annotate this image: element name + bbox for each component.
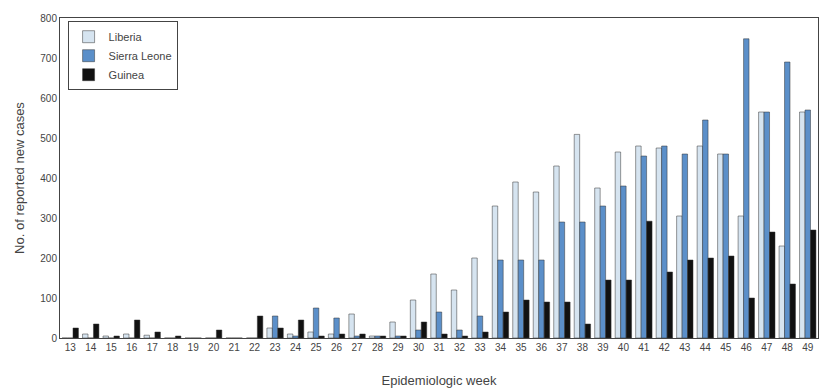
svg-text:26: 26: [331, 342, 343, 353]
svg-text:800: 800: [40, 13, 57, 24]
svg-text:35: 35: [515, 342, 527, 353]
svg-text:20: 20: [208, 342, 220, 353]
svg-text:22: 22: [249, 342, 261, 353]
svg-text:34: 34: [495, 342, 507, 353]
svg-text:17: 17: [147, 342, 159, 353]
svg-text:28: 28: [372, 342, 384, 353]
svg-text:14: 14: [85, 342, 97, 353]
svg-text:42: 42: [659, 342, 671, 353]
svg-text:18: 18: [167, 342, 179, 353]
svg-text:Sierra Leone: Sierra Leone: [109, 50, 172, 62]
svg-text:44: 44: [700, 342, 712, 353]
svg-text:36: 36: [536, 342, 548, 353]
svg-text:33: 33: [474, 342, 486, 353]
svg-text:No. of reported new cases: No. of reported new cases: [12, 102, 27, 254]
svg-text:46: 46: [741, 342, 753, 353]
svg-text:500: 500: [40, 133, 57, 144]
svg-text:29: 29: [392, 342, 404, 353]
svg-text:47: 47: [761, 342, 773, 353]
svg-text:700: 700: [40, 53, 57, 64]
svg-text:45: 45: [720, 342, 732, 353]
svg-text:27: 27: [351, 342, 363, 353]
svg-text:39: 39: [597, 342, 609, 353]
svg-text:23: 23: [270, 342, 282, 353]
svg-text:15: 15: [106, 342, 118, 353]
svg-text:41: 41: [638, 342, 650, 353]
svg-text:40: 40: [618, 342, 630, 353]
svg-text:21: 21: [229, 342, 241, 353]
svg-text:300: 300: [40, 213, 57, 224]
svg-text:100: 100: [40, 293, 57, 304]
svg-text:48: 48: [782, 342, 794, 353]
svg-text:Guinea: Guinea: [109, 69, 145, 81]
svg-text:43: 43: [679, 342, 691, 353]
svg-text:49: 49: [802, 342, 814, 353]
svg-text:25: 25: [311, 342, 323, 353]
svg-text:37: 37: [556, 342, 568, 353]
svg-text:Liberia: Liberia: [109, 31, 143, 43]
svg-text:32: 32: [454, 342, 466, 353]
svg-text:31: 31: [433, 342, 445, 353]
svg-text:38: 38: [577, 342, 589, 353]
svg-text:200: 200: [40, 253, 57, 264]
svg-text:400: 400: [40, 173, 57, 184]
svg-text:600: 600: [40, 93, 57, 104]
svg-text:24: 24: [290, 342, 302, 353]
svg-text:13: 13: [65, 342, 77, 353]
svg-text:19: 19: [188, 342, 200, 353]
svg-text:0: 0: [51, 333, 57, 344]
svg-text:Epidemiologic week: Epidemiologic week: [382, 373, 497, 388]
svg-text:30: 30: [413, 342, 425, 353]
svg-text:16: 16: [126, 342, 138, 353]
